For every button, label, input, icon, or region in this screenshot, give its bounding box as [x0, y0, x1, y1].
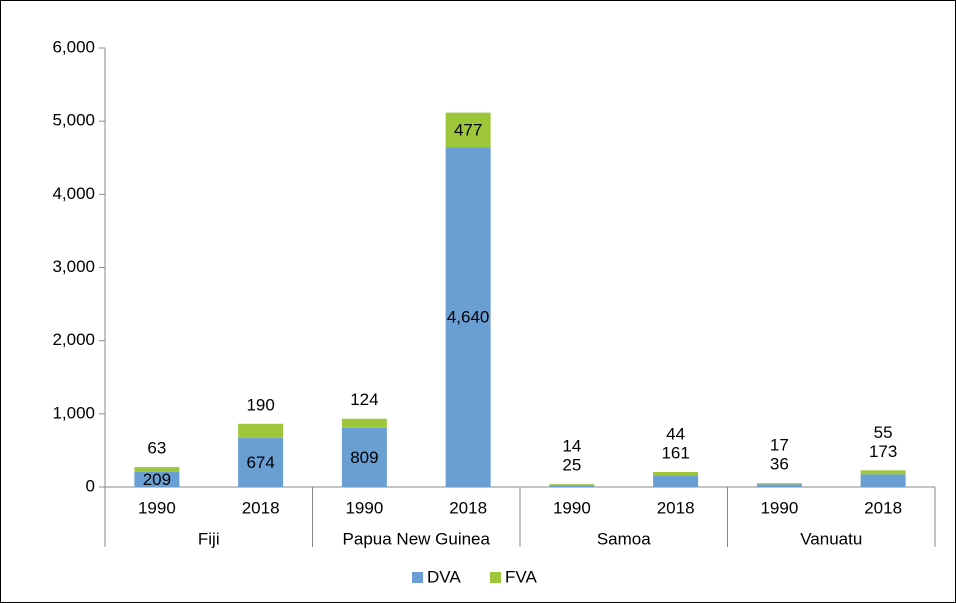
data-label: 209 — [143, 470, 171, 489]
bar-segment — [860, 470, 906, 475]
data-label: 63 — [147, 439, 166, 458]
bar-segment — [134, 471, 180, 487]
bar-segment — [756, 484, 802, 487]
x-tick-label: 1990 — [760, 498, 798, 517]
group-label: Papua New Guinea — [343, 529, 491, 548]
group-label: Fiji — [198, 529, 220, 548]
x-tick-label: 2018 — [242, 498, 280, 517]
legend-swatch — [412, 572, 423, 583]
x-tick-label: 1990 — [138, 498, 176, 517]
bar-segment — [756, 483, 802, 485]
data-label: 36 — [770, 455, 789, 474]
group-label: Samoa — [597, 529, 651, 548]
data-label: 14 — [562, 437, 581, 456]
group-label: Vanuatu — [800, 529, 862, 548]
bar-segment — [549, 484, 595, 486]
y-tick-label: 1,000 — [52, 403, 95, 422]
bar-segment — [238, 423, 284, 438]
data-label: 674 — [246, 453, 274, 472]
data-label: 44 — [666, 424, 685, 443]
x-tick-label: 2018 — [864, 498, 902, 517]
bar-segment — [134, 467, 180, 472]
bar-segment — [653, 475, 699, 487]
bar-segment — [341, 418, 387, 428]
y-tick-label: 2,000 — [52, 330, 95, 349]
x-tick-label: 2018 — [657, 498, 695, 517]
data-label: 25 — [562, 456, 581, 475]
y-tick-label: 0 — [86, 476, 95, 495]
y-tick-label: 6,000 — [52, 37, 95, 56]
bar-segment — [860, 474, 906, 487]
bar-segment — [549, 485, 595, 487]
data-label: 173 — [869, 442, 897, 461]
bar-segment — [341, 427, 387, 487]
bar-segment — [445, 147, 491, 488]
bar-segment — [445, 112, 491, 148]
y-tick-label: 3,000 — [52, 257, 95, 276]
x-tick-label: 2018 — [449, 498, 487, 517]
data-label: 124 — [350, 390, 378, 409]
data-label: 17 — [770, 436, 789, 455]
data-label: 190 — [246, 395, 274, 414]
data-label: 4,640 — [447, 308, 490, 327]
y-tick-label: 5,000 — [52, 111, 95, 130]
y-tick-label: 4,000 — [52, 184, 95, 203]
data-label: 161 — [661, 443, 689, 462]
legend-label: FVA — [505, 567, 537, 586]
bar-segment — [653, 472, 699, 476]
legend-swatch — [490, 572, 501, 583]
legend-label: DVA — [427, 567, 461, 586]
data-label: 55 — [874, 423, 893, 442]
data-label: 477 — [454, 121, 482, 140]
bar-segment — [238, 437, 284, 487]
data-label: 809 — [350, 448, 378, 467]
x-tick-label: 1990 — [553, 498, 591, 517]
x-tick-label: 1990 — [345, 498, 383, 517]
